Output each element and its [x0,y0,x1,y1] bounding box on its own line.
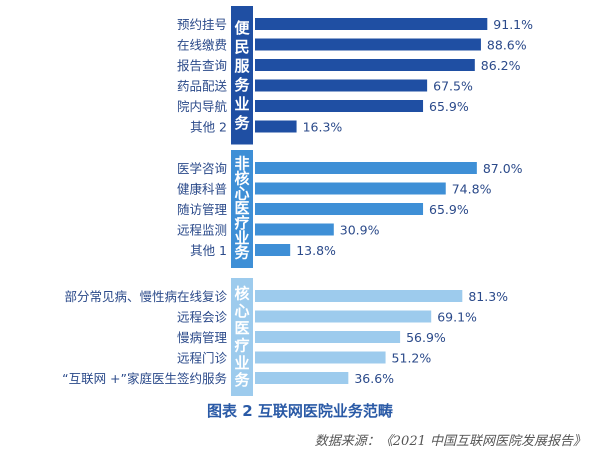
value-label: 87.0% [483,161,523,176]
value-label: 16.3% [303,120,343,135]
chart-caption: 图表 2 互联网医院业务范畴 [207,402,393,420]
category-label: 远程门诊 [177,351,228,366]
value-label: 65.9% [429,99,469,114]
data-source: 数据来源：《2021 中国互联网医院发展报告》 [315,430,586,449]
bar [255,310,432,323]
value-label: 65.9% [429,202,469,217]
category-label: 其他 1 [190,243,227,258]
category-label: 随访管理 [177,202,228,217]
bar [255,372,349,384]
bar [255,331,401,343]
group-panel [231,150,253,268]
category-label: 部分常见病、慢性病在线复诊 [64,289,227,304]
bar [255,59,475,71]
value-label: 81.3% [468,289,508,304]
bar [255,18,488,30]
category-label: 药品配送 [177,79,228,94]
bar [255,120,297,133]
bar [255,203,424,215]
group-label: 核心医疗业务 [234,285,250,390]
bar [255,244,291,256]
category-label: 其他 2 [190,120,227,135]
category-label: 医学咨询 [177,161,227,176]
category-label: “互联网 +”家庭医生签约服务 [62,371,227,386]
category-label: 预约挂号 [177,17,227,32]
value-label: 67.5% [433,79,473,94]
group-panel [231,278,253,396]
bar [255,162,477,174]
category-label: 报告查询 [177,58,227,73]
bar [255,223,334,236]
category-label: 慢病管理 [177,330,228,345]
category-label: 健康科普 [177,182,227,197]
value-label: 86.2% [481,58,521,73]
bar [255,351,386,364]
group-label: 便民服务业务 [234,19,250,132]
group-label: 非核心医疗业务 [234,155,250,262]
value-label: 30.9% [340,223,380,238]
value-label: 69.1% [437,310,477,325]
value-label: 36.6% [354,371,394,386]
bar [255,38,481,51]
category-label: 远程会诊 [177,310,228,325]
group-panel [231,6,253,145]
source-title: 《2021 中国互联网医院发展报告》 [379,434,586,449]
bar [255,290,463,302]
value-label: 13.8% [296,243,336,258]
bar [255,182,446,195]
value-label: 56.9% [406,330,446,345]
value-label: 74.8% [452,182,492,197]
category-label: 院内导航 [177,99,228,114]
bar [255,100,424,112]
category-label: 远程监测 [177,223,227,238]
bar [255,79,428,92]
value-label: 88.6% [487,38,527,53]
value-label: 51.2% [392,351,432,366]
value-label: 91.1% [493,17,533,32]
source-prefix: 数据来源： [314,434,380,449]
category-label: 在线缴费 [177,38,227,53]
